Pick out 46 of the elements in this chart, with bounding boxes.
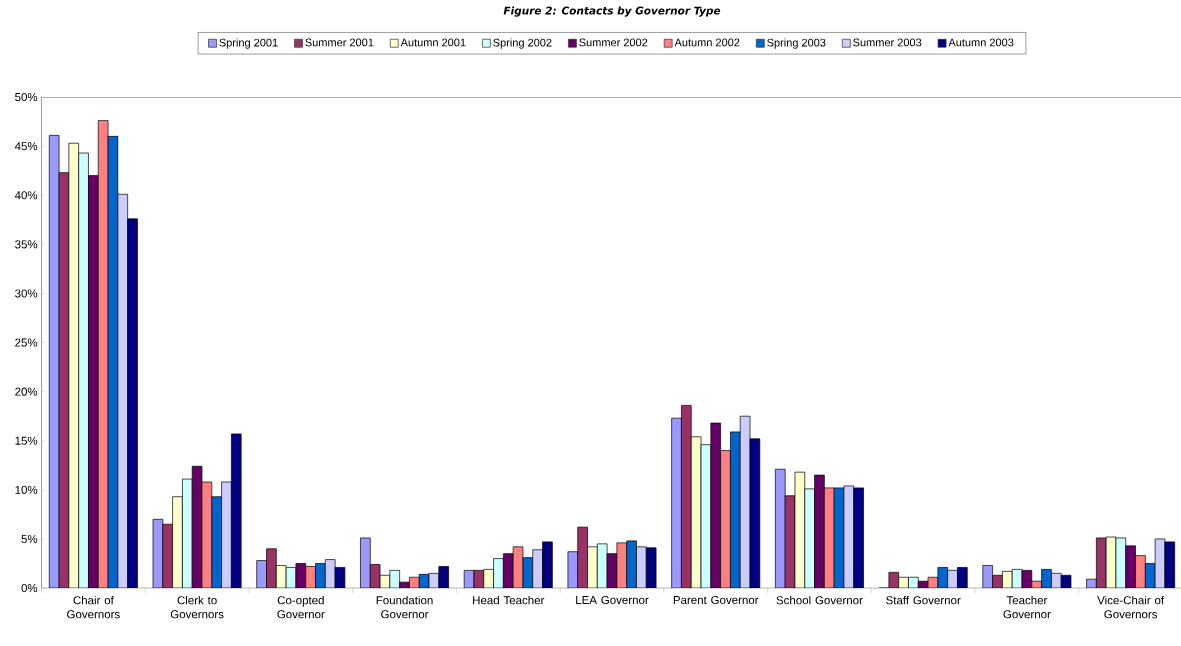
bar [681,405,692,589]
x-tick-label: Parent Governor [673,595,759,605]
x-tick-label: Foundation Governor [376,595,433,619]
bar [78,152,89,589]
y-tick-label: 50% [15,92,38,102]
y-tick-label: 30% [15,289,38,298]
x-tick-label: Staff Governor [886,595,961,605]
legend-label: Summer 2002 [579,38,648,47]
bar [221,481,232,589]
y-tick-label: 25% [15,338,38,347]
bar [720,450,731,589]
bar [730,431,741,589]
bar [127,218,138,589]
x-tick-label: Chair of Governors [67,595,120,619]
y-tick-label: 35% [15,240,38,249]
bar [231,433,242,589]
y-tick-label: 20% [15,387,38,396]
x-tick-label: Teacher Governor [1003,595,1051,619]
x-tick-label: Clerk to Governors [170,595,224,619]
x-tick-label: Vice-Chair of Governors [1097,595,1165,619]
bar [182,478,193,589]
legend-label: Spring 2001 [219,38,278,49]
bar [775,468,786,589]
legend-label: Spring 2003 [767,38,826,49]
x-tick-label: LEA Governor [576,595,649,605]
bar [804,488,815,589]
legend-label: Spring 2002 [493,38,552,49]
legend-label: Autumn 2001 [400,38,466,47]
y-tick-label: 0% [21,583,38,593]
legend-label: Summer 2003 [853,38,922,47]
y-tick-label: 15% [15,436,38,445]
legend-label: Autumn 2003 [948,38,1014,47]
x-tick-label: School Governor [776,595,863,605]
y-tick-label: 45% [14,142,38,151]
bar [853,487,864,589]
y-tick-label: 40% [14,191,38,200]
x-tick-label: Head Teacher [473,595,545,605]
y-tick-label: 5% [21,534,38,543]
bar [172,496,183,589]
bar [671,417,682,589]
bar [211,496,222,589]
y-tick-label: 10% [15,485,38,494]
x-tick-label: Co-opted Governor [277,595,325,619]
chart-title: Figure 2: Contacts by Governor Type [503,6,721,17]
legend-label: Summer 2001 [305,38,374,47]
legend-label: Autumn 2002 [674,38,740,47]
